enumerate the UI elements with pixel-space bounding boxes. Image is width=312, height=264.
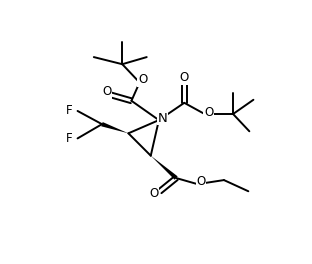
Polygon shape — [101, 122, 129, 133]
Text: O: O — [102, 85, 112, 98]
Text: O: O — [197, 175, 206, 188]
Text: F: F — [66, 132, 72, 145]
Text: N: N — [158, 112, 168, 125]
Text: O: O — [180, 71, 189, 84]
Text: F: F — [66, 105, 72, 117]
Text: O: O — [149, 187, 158, 200]
Polygon shape — [151, 156, 178, 180]
Text: O: O — [204, 106, 213, 120]
Text: O: O — [138, 73, 147, 86]
